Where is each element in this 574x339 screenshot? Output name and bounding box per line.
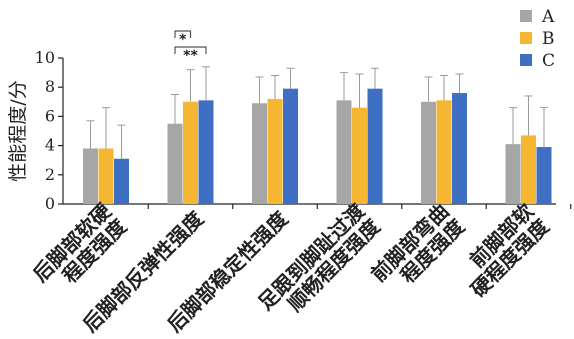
bar-C-0 bbox=[114, 158, 129, 204]
bars bbox=[83, 88, 552, 204]
category-labels: 后脚部软硬程度强度后脚部反弹性强度后脚部稳定性强度足跟到脚趾过渡顺畅程度强度前脚… bbox=[28, 198, 554, 337]
y-tick-label: 4 bbox=[45, 136, 55, 155]
bar-C-3 bbox=[367, 88, 383, 204]
bar-A-5 bbox=[505, 144, 521, 204]
significance-bracket-1 bbox=[174, 46, 207, 54]
bar-A-1 bbox=[167, 123, 183, 204]
legend-swatch-A bbox=[520, 10, 532, 22]
significance-label-0: * bbox=[179, 32, 187, 48]
bar-B-4 bbox=[436, 100, 452, 204]
legend-label-A: A bbox=[541, 7, 555, 27]
y-tick-label: 6 bbox=[45, 106, 55, 125]
significance-brackets: *** bbox=[174, 30, 207, 64]
legend-label-B: B bbox=[542, 29, 555, 49]
y-axis-label: 性能程度/分 bbox=[7, 80, 29, 181]
bar-C-5 bbox=[536, 147, 552, 204]
y-tick-label: 10 bbox=[35, 48, 55, 67]
significance-label-1: ** bbox=[183, 48, 198, 64]
bar-A-2 bbox=[252, 103, 267, 204]
bar-B-3 bbox=[352, 107, 367, 204]
legend-swatch-B bbox=[520, 32, 532, 44]
significance-bracket-0 bbox=[174, 30, 192, 38]
legend: ABC bbox=[520, 7, 555, 71]
bar-B-2 bbox=[267, 98, 283, 204]
y-tick-label: 0 bbox=[45, 194, 55, 213]
bar-C-2 bbox=[283, 88, 298, 204]
legend-label-C: C bbox=[542, 51, 555, 71]
y-tick-label: 2 bbox=[45, 165, 55, 184]
y-tick-label: 8 bbox=[45, 77, 55, 96]
axes: 0 2 4 6 8 10 性能程度/分 bbox=[7, 48, 572, 213]
error-bars bbox=[86, 66, 548, 159]
bar-A-4 bbox=[421, 101, 436, 204]
bar-A-3 bbox=[336, 100, 352, 204]
legend-swatch-C bbox=[520, 54, 532, 66]
bar-C-1 bbox=[198, 100, 214, 204]
bar-B-5 bbox=[521, 135, 536, 204]
bar-A-0 bbox=[83, 148, 98, 204]
bar-C-4 bbox=[452, 93, 467, 204]
bar-B-1 bbox=[183, 101, 198, 204]
bar-B-0 bbox=[98, 148, 114, 204]
